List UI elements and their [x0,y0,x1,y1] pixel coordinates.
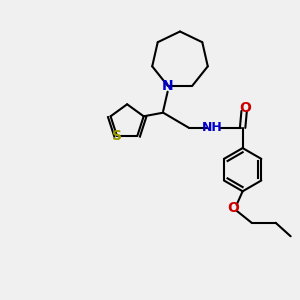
Text: N: N [162,79,173,93]
Text: S: S [112,129,122,143]
Text: O: O [240,101,252,115]
Text: NH: NH [202,121,223,134]
Text: O: O [228,201,240,215]
